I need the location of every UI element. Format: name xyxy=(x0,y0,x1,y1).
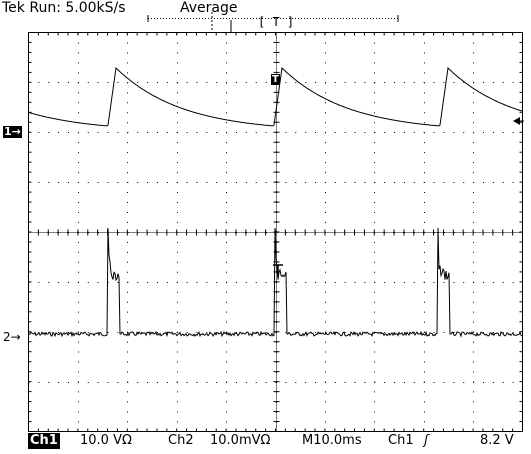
trigger-level: 8.2 V xyxy=(480,433,514,448)
acquisition-mode: Average xyxy=(180,0,238,16)
trigger-slope-icon: ʃ xyxy=(424,433,429,448)
acquisition-status: Tek Run: 5.00kS/s xyxy=(2,0,126,16)
trigger-level-arrow xyxy=(513,117,524,125)
trigger-point-marker: T xyxy=(271,74,280,85)
ch1-label: Ch1 xyxy=(28,433,60,449)
timebase: M10.0ms xyxy=(302,433,362,448)
ch1-scale: 10.0 VΩ xyxy=(80,433,132,448)
ch2-label: Ch2 xyxy=(168,433,194,448)
ch1-ground-marker: 1→ xyxy=(3,125,22,138)
ch2-scale: 10.0mVΩ xyxy=(210,433,271,448)
record-length-bar xyxy=(147,12,399,32)
ch1-waveform xyxy=(28,66,523,127)
trigger-position-indicator: [ T ] xyxy=(258,15,295,29)
status-footer: Ch1 10.0 VΩ Ch2 10.0mVΩ M10.0ms Ch1 ʃ 8.… xyxy=(0,432,531,452)
ch2-ground-marker: 2→ xyxy=(3,330,21,344)
ch2-waveform xyxy=(28,227,523,338)
ch2-trigger-marker xyxy=(273,264,283,274)
graticule-grid xyxy=(28,32,523,432)
trigger-source: Ch1 xyxy=(388,433,414,448)
